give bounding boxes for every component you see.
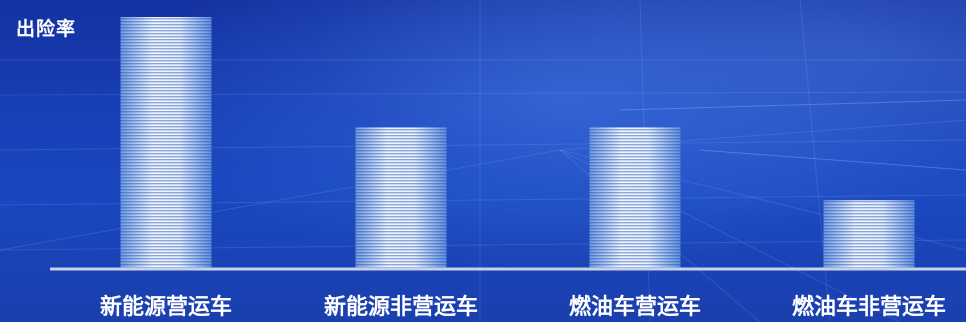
- x-tick-label-1: 新能源营运车: [100, 294, 232, 320]
- y-axis-title: 出险率: [16, 18, 77, 40]
- bar-4: [823, 200, 915, 268]
- bar-stripes: [120, 17, 212, 268]
- bars-group: [120, 17, 915, 268]
- bar-1: [120, 17, 212, 268]
- x-tick-label-4: 燃油车非营运车: [792, 294, 946, 320]
- x-tick-label-3: 燃油车营运车: [569, 294, 701, 320]
- bar-stripes: [823, 200, 915, 268]
- bar-2: [355, 127, 447, 268]
- bar-3: [589, 127, 681, 268]
- x-tick-labels-group: 新能源营运车 新能源非营运车 燃油车营运车 燃油车非营运车: [100, 294, 946, 320]
- x-tick-label-2: 新能源非营运车: [324, 294, 478, 320]
- bar-stripes: [355, 127, 447, 268]
- bar-stripes: [589, 127, 681, 268]
